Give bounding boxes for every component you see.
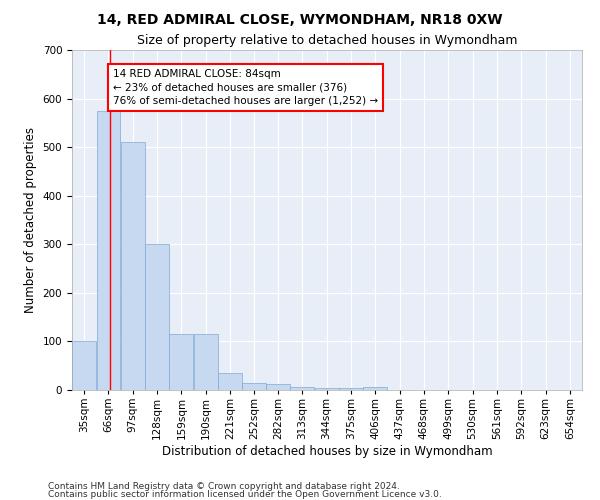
Bar: [242, 382, 266, 390]
Bar: [218, 373, 242, 390]
Text: Contains HM Land Registry data © Crown copyright and database right 2024.: Contains HM Land Registry data © Crown c…: [48, 482, 400, 491]
Text: 14, RED ADMIRAL CLOSE, WYMONDHAM, NR18 0XW: 14, RED ADMIRAL CLOSE, WYMONDHAM, NR18 0…: [97, 12, 503, 26]
Title: Size of property relative to detached houses in Wymondham: Size of property relative to detached ho…: [137, 34, 517, 48]
Bar: [97, 110, 121, 390]
Bar: [169, 334, 193, 390]
Bar: [290, 386, 314, 390]
Bar: [121, 142, 145, 390]
Text: 14 RED ADMIRAL CLOSE: 84sqm
← 23% of detached houses are smaller (376)
76% of se: 14 RED ADMIRAL CLOSE: 84sqm ← 23% of det…: [113, 70, 378, 106]
Bar: [266, 384, 290, 390]
Bar: [194, 334, 218, 390]
Bar: [314, 388, 338, 390]
Text: Contains public sector information licensed under the Open Government Licence v3: Contains public sector information licen…: [48, 490, 442, 499]
Y-axis label: Number of detached properties: Number of detached properties: [24, 127, 37, 313]
Bar: [72, 342, 96, 390]
Bar: [363, 386, 387, 390]
Bar: [339, 388, 363, 390]
X-axis label: Distribution of detached houses by size in Wymondham: Distribution of detached houses by size …: [161, 444, 493, 458]
Bar: [145, 244, 169, 390]
